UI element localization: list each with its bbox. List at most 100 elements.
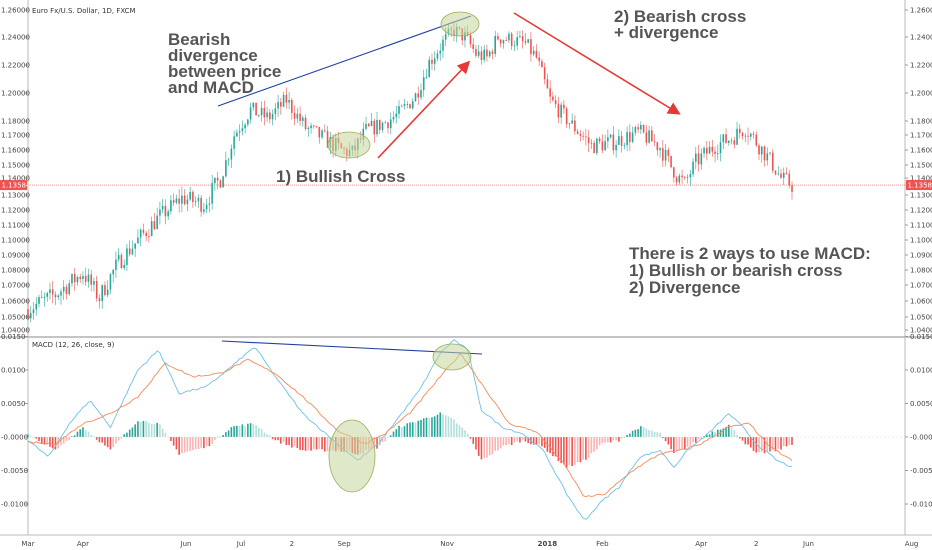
histogram-bar: [117, 437, 120, 441]
candle-body: [774, 170, 777, 175]
histogram-bar: [128, 429, 131, 437]
macd-lines: [27, 339, 793, 520]
candle-body: [769, 152, 771, 154]
candle-body: [557, 104, 560, 118]
candle-body: [321, 130, 323, 138]
histogram-bar: [513, 437, 516, 443]
candle-body: [398, 106, 400, 114]
histogram-bar: [35, 437, 38, 439]
histogram-bar: [197, 437, 200, 450]
histogram-bar: [788, 437, 791, 445]
candle-body: [620, 136, 623, 146]
candle-body: [71, 274, 73, 284]
histogram-bar: [618, 437, 620, 442]
candle-body: [378, 119, 381, 131]
histogram-bar: [673, 437, 675, 454]
candle-body: [293, 112, 296, 119]
histogram-bar: [711, 431, 714, 437]
time-tick-label: Nov: [440, 540, 454, 548]
histogram-bar: [519, 437, 521, 443]
histogram-bar: [730, 427, 733, 437]
candle-body: [579, 133, 582, 136]
candle-body: [274, 108, 277, 115]
macd-tick-label-right: 0.0100: [910, 367, 932, 375]
histogram-bar: [90, 434, 93, 437]
histogram-bar: [293, 437, 296, 447]
candle-body: [93, 281, 95, 285]
histogram-bar: [49, 437, 51, 447]
histogram-bar: [670, 437, 672, 450]
histogram-bar: [483, 437, 486, 459]
histogram-bar: [744, 437, 747, 445]
candle-body: [117, 255, 120, 260]
candle-body: [502, 40, 505, 44]
candle-body: [763, 146, 766, 161]
candle-body: [549, 88, 551, 97]
histogram-bar: [782, 437, 785, 447]
histogram-bar: [442, 414, 444, 437]
candle-body: [57, 295, 60, 298]
histogram-bar: [706, 434, 708, 437]
candle-body: [139, 229, 142, 238]
price-tick-label-right: 1.04000: [910, 327, 932, 335]
candle-body: [296, 113, 299, 119]
histogram-bar: [458, 425, 461, 437]
histogram-bar: [252, 423, 255, 437]
candle-body: [686, 177, 689, 179]
histogram-bar: [590, 437, 593, 454]
divergence-title-line: and MACD: [168, 78, 254, 97]
candle-body: [563, 104, 565, 109]
time-tick-label: Feb: [596, 540, 609, 548]
histogram-bar: [164, 432, 167, 437]
histogram-bar: [145, 421, 147, 437]
histogram-bar: [491, 437, 494, 455]
candle-body: [159, 209, 161, 216]
candle-body: [263, 107, 266, 118]
candle-body: [692, 161, 694, 175]
candle-body: [27, 309, 29, 319]
histogram-bar: [477, 437, 480, 456]
candle-body: [596, 138, 598, 154]
histogram-bar: [656, 432, 659, 437]
histogram-bar: [433, 416, 436, 437]
candle-body: [464, 31, 466, 41]
histogram-bar: [725, 426, 727, 437]
candle-body: [508, 33, 510, 41]
candle-body: [392, 117, 395, 120]
histogram-bar: [741, 437, 744, 441]
histogram-bar: [469, 437, 472, 439]
candle-body: [216, 177, 219, 181]
macd-tick-label-right: 0.0150: [910, 333, 932, 341]
candle-body: [266, 112, 268, 118]
histogram-bar: [659, 432, 661, 437]
histogram-bar: [115, 437, 117, 444]
price-tick-label-left: 1.05000: [1, 314, 30, 322]
candle-body: [60, 291, 62, 296]
histogram-bar: [763, 437, 766, 454]
candle-body: [164, 205, 167, 217]
candle-body: [167, 211, 169, 217]
candle-body: [494, 35, 496, 54]
price-tick-label-left: 1.10000: [1, 237, 30, 245]
candle-body: [400, 105, 403, 107]
candle-body: [183, 195, 186, 205]
candle-body: [653, 141, 656, 143]
histogram-bar: [392, 431, 395, 437]
candle-body: [417, 93, 420, 98]
candle-body: [260, 107, 263, 116]
histogram-bar: [425, 417, 428, 437]
candle-body: [395, 113, 398, 118]
histogram-bar: [266, 434, 268, 437]
price-tick-label-right: 1.05000: [910, 314, 932, 322]
price-tick-label-right: 1.26000: [910, 7, 932, 15]
candle-body: [716, 153, 719, 154]
histogram-bar: [214, 437, 216, 440]
candle-body: [411, 101, 414, 109]
histogram-bar: [318, 437, 321, 450]
histogram-bar: [494, 437, 496, 451]
histogram-bar: [563, 437, 565, 465]
candle-body: [181, 195, 183, 204]
price-tick-label-left: 1.20000: [1, 90, 30, 98]
histogram-bar: [774, 437, 777, 452]
